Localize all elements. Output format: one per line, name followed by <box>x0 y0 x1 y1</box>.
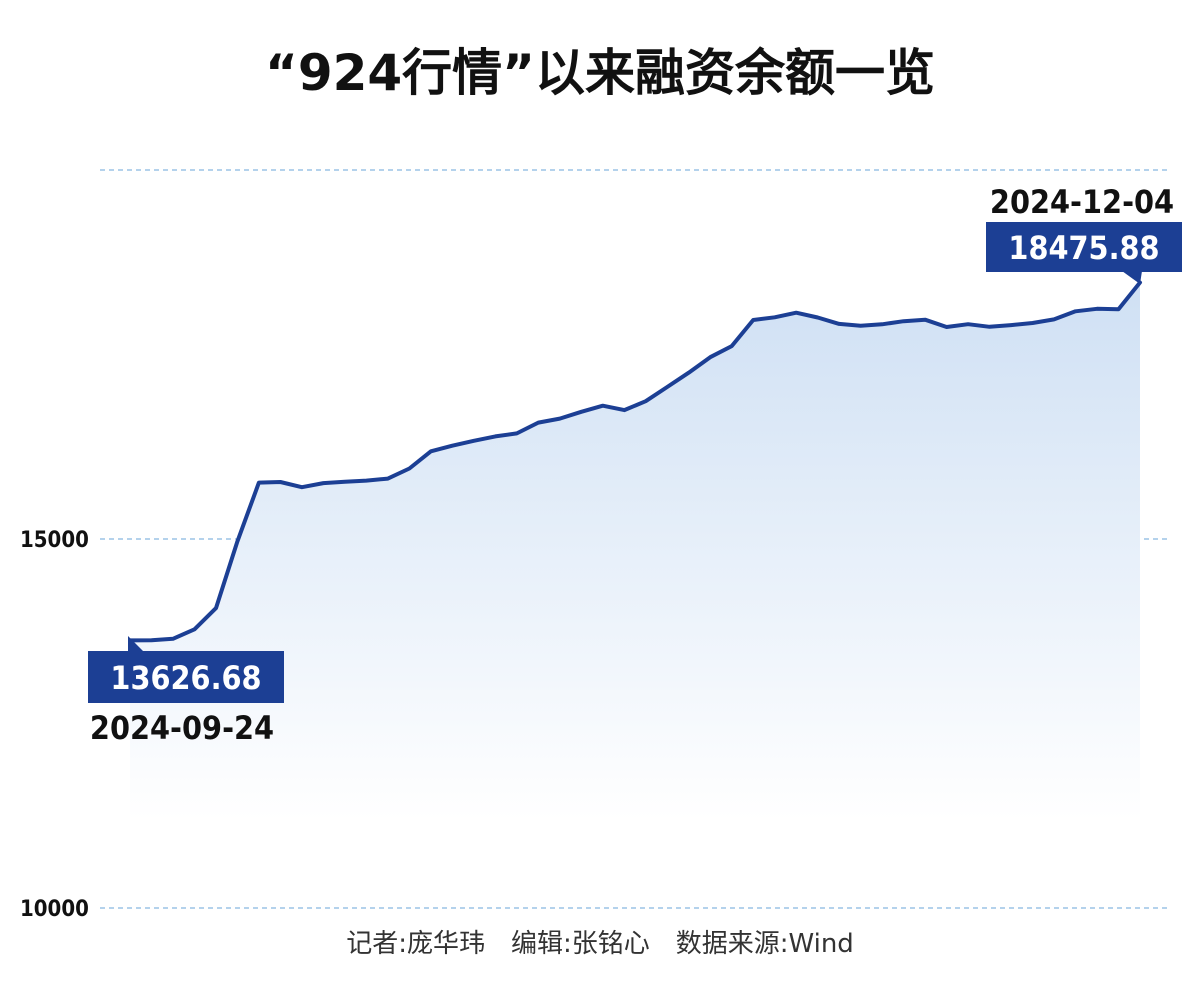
data-point <box>601 404 605 408</box>
data-point <box>816 316 820 320</box>
data-point <box>193 627 197 631</box>
data-point <box>708 355 712 359</box>
series-area <box>130 282 1140 820</box>
data-point <box>622 408 626 412</box>
data-point <box>493 434 497 438</box>
data-point <box>214 606 218 610</box>
y-tick-label: 15000 <box>20 528 89 553</box>
data-point <box>1009 323 1013 327</box>
start-value-box <box>88 651 284 703</box>
start-annotation: 13626.68 2024-09-24 <box>88 636 284 747</box>
data-point <box>859 324 863 328</box>
data-point <box>171 637 175 641</box>
data-point <box>751 318 755 322</box>
end-label-pointer <box>1122 271 1142 284</box>
data-point <box>407 467 411 471</box>
data-point <box>386 477 390 481</box>
data-point <box>300 485 304 489</box>
data-point <box>988 325 992 329</box>
data-point <box>472 439 476 443</box>
data-point <box>773 315 777 319</box>
data-point <box>665 385 669 389</box>
data-point <box>837 322 841 326</box>
data-point <box>343 480 347 484</box>
data-point <box>515 431 519 435</box>
data-point <box>1095 307 1099 311</box>
data-point <box>429 449 433 453</box>
data-point <box>902 319 906 323</box>
line-layer <box>128 280 1142 643</box>
data-point <box>150 638 154 642</box>
data-point <box>235 539 239 543</box>
credit-line: 记者:庞华玮 编辑:张铭心 数据来源:Wind <box>346 929 854 959</box>
end-value-box <box>986 222 1182 272</box>
y-axis-ticks: 10000 15000 <box>20 528 89 922</box>
chart-title: “924行情”以来融资余额一览 <box>265 44 935 102</box>
data-point <box>687 371 691 375</box>
data-point <box>536 421 540 425</box>
data-point <box>1052 317 1056 321</box>
data-point <box>1031 321 1035 325</box>
data-point <box>794 311 798 315</box>
data-point <box>880 322 884 326</box>
data-point <box>579 410 583 414</box>
start-label-pointer <box>128 636 144 652</box>
area-layer <box>130 282 1140 820</box>
data-point <box>1117 307 1121 311</box>
data-point <box>257 481 261 485</box>
data-point <box>644 399 648 403</box>
data-point <box>278 480 282 484</box>
end-annotation: 2024-12-04 18475.88 <box>986 183 1182 284</box>
data-point <box>1074 309 1078 313</box>
data-point <box>945 325 949 329</box>
data-point <box>558 417 562 421</box>
end-date-label: 2024-12-04 <box>990 183 1174 221</box>
data-point <box>966 322 970 326</box>
start-value-label: 13626.68 <box>110 659 261 697</box>
end-value-label: 18475.88 <box>1008 229 1159 267</box>
start-date-label: 2024-09-24 <box>90 709 274 747</box>
y-tick-label: 10000 <box>20 897 89 922</box>
data-point <box>321 481 325 485</box>
data-point <box>450 444 454 448</box>
data-point <box>364 479 368 483</box>
data-point <box>923 318 927 322</box>
series-line <box>128 280 1142 643</box>
data-point <box>730 344 734 348</box>
